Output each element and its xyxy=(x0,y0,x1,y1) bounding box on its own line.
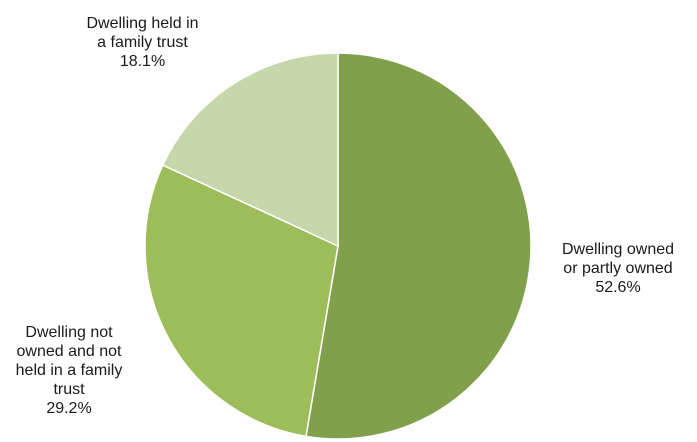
slice-label-line: Dwelling owned xyxy=(561,241,675,258)
slice-label-line: Dwelling held in xyxy=(86,15,199,32)
slice-value-label: 29.2% xyxy=(46,400,92,417)
slice-label-not-owned: Dwelling not owned and not held in a fam… xyxy=(0,323,138,418)
slice-label-line: held in a family xyxy=(15,362,123,379)
slice-value-label: 18.1% xyxy=(119,53,166,70)
slice-label-family-trust: Dwelling held in a family trust 18.1% xyxy=(60,14,225,71)
pie-slice-not-owned xyxy=(144,164,339,438)
slice-label-line: or partly owned xyxy=(563,260,673,277)
slice-label-owned: Dwelling owned or partly owned 52.6% xyxy=(538,240,697,297)
pie-slice-owned xyxy=(305,52,532,440)
slice-label-line: a family trust xyxy=(97,34,188,51)
slice-label-line: trust xyxy=(53,381,85,398)
slice-value-label: 52.6% xyxy=(595,279,641,296)
pie-slice-family-trust xyxy=(161,52,339,248)
slice-label-line: owned and not xyxy=(16,343,122,360)
slice-label-line: Dwelling not xyxy=(25,324,113,341)
